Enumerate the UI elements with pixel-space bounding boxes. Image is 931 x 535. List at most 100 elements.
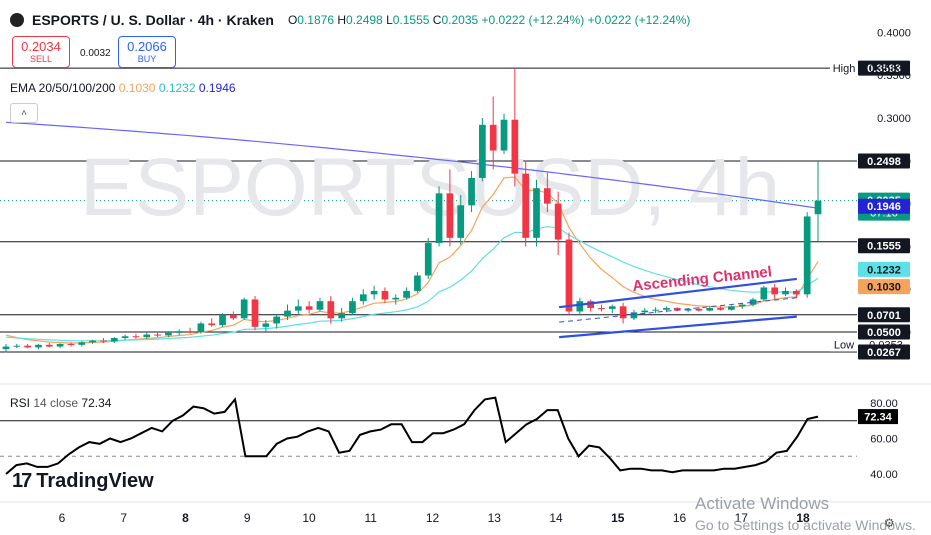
candle-body — [370, 290, 378, 295]
candle-body — [717, 308, 724, 310]
price-marker — [858, 153, 910, 169]
ohlc-high-label: H — [337, 13, 347, 27]
candle-body — [230, 314, 237, 319]
symbol-title[interactable]: ESPORTS / U. S. Dollar · 4h · Kraken — [32, 12, 274, 28]
candle-body — [576, 301, 584, 312]
time-tick-label: 16 — [673, 511, 687, 525]
candle-body — [619, 306, 627, 319]
time-axis[interactable]: 6 7 8 9 10 11 12 13 14 15 16 17 18 — [0, 501, 931, 525]
ohlc-low: 0.1555 — [392, 13, 430, 27]
ohlc-close: 0.2035 — [441, 13, 479, 27]
candle-body — [67, 343, 75, 345]
rsi-marker-text: 72.34 — [864, 412, 892, 424]
price-marker-text: 0.2498 — [867, 156, 901, 168]
channel-lower-line — [558, 315, 797, 339]
candle-body — [2, 346, 10, 350]
candle-body — [100, 340, 107, 342]
candle-body — [543, 188, 551, 204]
rsi-value: 72.34 — [81, 396, 112, 410]
rsi-marker — [858, 409, 898, 425]
sell-button[interactable]: 0.2034 SELL — [12, 36, 70, 68]
ohlc-close-label: C — [432, 13, 442, 27]
tradingview-wordmark: TradingView — [36, 470, 154, 492]
candle-body — [294, 306, 302, 311]
candle-body — [165, 332, 172, 336]
candle-body — [554, 203, 562, 240]
candle-body — [652, 309, 659, 311]
ema-20-line — [5, 176, 819, 344]
candle-body — [381, 290, 389, 300]
ema-200-value: 0.1946 — [198, 81, 236, 95]
price-marker-text: 0.0500 — [867, 327, 901, 339]
time-tick-label: 13 — [488, 511, 502, 525]
candle-body — [45, 344, 53, 347]
price-marker-text: 0.0701 — [867, 310, 901, 322]
price-marker — [858, 60, 910, 76]
candle-body — [78, 342, 86, 345]
channel-upper-line — [558, 277, 797, 309]
ascending-channel[interactable] — [558, 277, 797, 339]
candle-body — [273, 316, 281, 324]
windows-activation-hint: Go to Settings to activate Windows. — [695, 517, 916, 533]
price-axis[interactable]: 0.40000.35000.30000.25000.20000.15000.10… — [830, 27, 911, 360]
price-marker-text: 0.1946 — [867, 201, 901, 213]
candle-body — [262, 323, 270, 327]
ema-50-line — [5, 226, 819, 342]
candle-body — [359, 294, 367, 302]
ema-200-line — [5, 121, 819, 209]
candle-body — [663, 308, 670, 310]
time-tick-label: 17 — [735, 511, 749, 525]
price-marker — [858, 307, 910, 323]
collapse-legend-button[interactable]: ˄ — [10, 103, 38, 123]
tradingview-mark-icon: 17 — [12, 470, 32, 492]
candle-body — [24, 345, 32, 348]
rsi-tick-label: 60.00 — [870, 434, 898, 446]
buy-button[interactable]: 0.2066 BUY — [118, 36, 176, 68]
price-text-label: Low — [834, 340, 854, 352]
rsi-tick-label: 80.00 — [870, 398, 898, 410]
candle-body — [219, 314, 226, 326]
price-marker — [858, 261, 910, 277]
price-tick-label: 0.3000 — [877, 113, 911, 125]
chevron-up-icon: ˄ — [21, 107, 27, 119]
price-marker — [858, 238, 910, 254]
ema-legend[interactable]: EMA 20/50/100/200 0.1030 0.1232 0.1946 — [10, 81, 236, 95]
candle-series — [2, 68, 822, 353]
buy-label: BUY — [137, 54, 157, 64]
time-tick-label: 15 — [611, 511, 625, 525]
change-value: +0.0222 (+12.24%) — [481, 13, 585, 27]
channel-mid-line — [559, 297, 797, 323]
candle-body — [695, 308, 703, 311]
rsi-pane: 80.00 60.00 40.00 72.34 — [0, 383, 931, 481]
candle-body — [457, 205, 465, 238]
time-tick-label: 18 — [796, 511, 810, 525]
sell-price: 0.2034 — [21, 39, 61, 54]
price-marker-text: 0.1555 — [867, 241, 901, 253]
ema-50-value: 0.1232 — [158, 81, 196, 95]
candle-body — [479, 124, 486, 178]
candle-body — [782, 290, 789, 295]
time-tick-label: 9 — [244, 511, 251, 525]
time-tick-label: 11 — [365, 511, 378, 525]
candle-body — [706, 308, 714, 311]
price-text-value: 0.3583 — [869, 63, 903, 75]
candle-body — [121, 336, 129, 338]
candle-body — [511, 119, 519, 174]
candle-body — [327, 301, 335, 319]
settings-gear-icon[interactable]: ⚙ — [884, 516, 895, 530]
candle-body — [489, 124, 497, 151]
candle-body — [641, 310, 649, 313]
time-tick-label: 6 — [59, 511, 66, 525]
candle-body — [305, 306, 313, 310]
candle-body — [500, 119, 508, 151]
candle-body — [197, 323, 205, 332]
spread-value: 0.0032 — [80, 48, 111, 59]
chart-header: ESPORTS / U. S. Dollar · 4h · Kraken O0.… — [10, 12, 690, 28]
candle-body — [803, 216, 811, 295]
tradingview-logo[interactable]: 17 TradingView — [12, 470, 154, 493]
candle-body — [792, 290, 800, 295]
rsi-legend[interactable]: RSI 14 close 72.34 — [10, 396, 111, 410]
candle-body — [392, 297, 400, 300]
esports-logo-icon — [10, 13, 24, 27]
